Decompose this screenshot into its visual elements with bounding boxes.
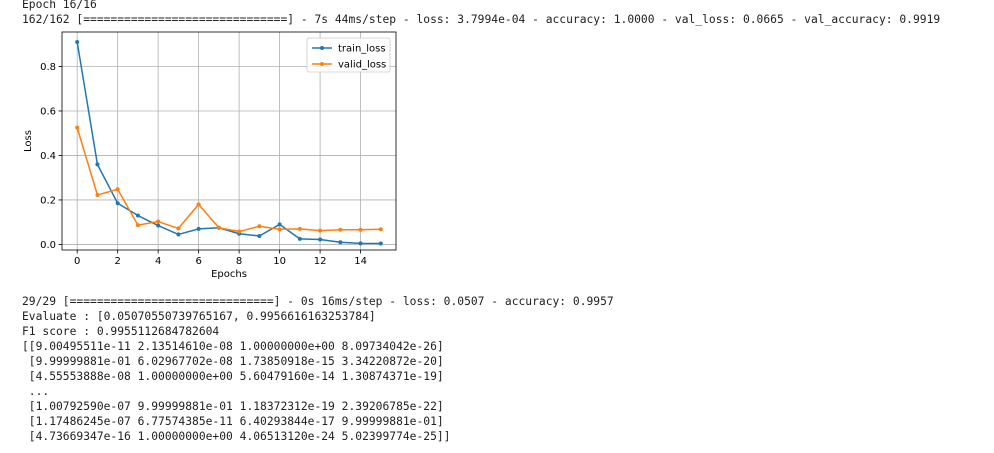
x-tick-label: 0 [74, 256, 80, 267]
x-tick-label: 12 [314, 256, 327, 267]
x-tick-label: 8 [236, 256, 242, 267]
data-point-valid_loss [135, 223, 140, 228]
prediction-matrix-ellipsis: ... [22, 385, 50, 398]
data-point-valid_loss [257, 224, 262, 229]
y-tick-label: 0.6 [40, 106, 56, 117]
legend-label: train_loss [338, 44, 386, 55]
x-tick-label: 10 [273, 256, 286, 267]
series-line-valid_loss [76, 127, 381, 233]
training-progress-line: 162/162 [==============================]… [22, 13, 941, 26]
prediction-matrix-row: [4.55553888e-08 1.00000000e+00 5.6047916… [22, 370, 444, 383]
data-point-train_loss [75, 40, 80, 45]
x-tick-label: 2 [114, 256, 120, 267]
series-line-train_loss [76, 41, 381, 245]
legend-swatch-marker [320, 62, 324, 66]
f1-score-line: F1 score : 0.9955112684782604 [22, 325, 220, 338]
plot-frame [61, 31, 397, 251]
x-axis-label: Epochs [211, 269, 247, 280]
data-point-train_loss [318, 237, 323, 242]
data-point-train_loss [378, 241, 383, 246]
prediction-matrix-row: [1.00792590e-07 9.99999881e-01 1.1837231… [22, 400, 444, 413]
data-point-valid_loss [176, 226, 181, 231]
legend-swatch-marker [320, 46, 324, 50]
y-tick-label: 0.2 [40, 195, 56, 206]
data-point-valid_loss [277, 227, 282, 232]
evaluate-line: Evaluate : [0.05070550739765167, 0.99566… [22, 310, 376, 323]
prediction-matrix-row: [[9.00495511e-11 2.13514610e-08 1.000000… [22, 340, 444, 353]
epoch-line: Epoch 16/16 [22, 0, 97, 11]
data-point-valid_loss [75, 125, 80, 130]
x-tick-label: 14 [354, 256, 367, 267]
data-point-train_loss [115, 201, 120, 206]
data-point-valid_loss [318, 228, 323, 233]
data-point-train_loss [297, 236, 302, 241]
y-tick-label: 0.8 [40, 62, 56, 73]
prediction-matrix-row: [1.17486245e-07 6.77574385e-11 6.4029384… [22, 415, 444, 428]
data-point-valid_loss [358, 227, 363, 232]
data-point-valid_loss [297, 226, 302, 231]
y-axis-label: Loss [23, 130, 34, 152]
data-point-valid_loss [378, 227, 383, 232]
y-tick-label: 0.4 [40, 151, 56, 162]
data-point-valid_loss [156, 219, 161, 224]
data-point-train_loss [135, 213, 140, 218]
data-point-valid_loss [95, 193, 100, 198]
y-tick-label: 0.0 [40, 240, 56, 251]
prediction-matrix-row: [4.73669347e-16 1.00000000e+00 4.0651312… [22, 430, 451, 443]
loss-chart: 0 2 4 6 8 10 12 14 0.0 0.2 0.4 0.6 0.8 Epochs Loss trai… [23, 31, 397, 280]
data-point-train_loss [358, 241, 363, 246]
data-point-train_loss [176, 232, 181, 237]
data-point-train_loss [338, 240, 343, 245]
data-point-valid_loss [115, 187, 120, 192]
data-point-train_loss [95, 162, 100, 167]
data-point-valid_loss [338, 227, 343, 232]
data-point-train_loss [156, 223, 161, 228]
data-point-train_loss [257, 233, 262, 238]
prediction-matrix-row: [9.99999881e-01 6.02967702e-08 1.7385091… [22, 355, 444, 368]
data-point-train_loss [196, 226, 201, 231]
x-tick-label: 4 [155, 256, 161, 267]
data-point-valid_loss [216, 225, 221, 230]
data-point-valid_loss [237, 229, 242, 234]
data-point-valid_loss [196, 202, 201, 207]
evaluation-progress-line: 29/29 [==============================] -… [22, 295, 614, 308]
x-tick-label: 6 [195, 256, 201, 267]
data-point-train_loss [277, 222, 282, 227]
legend-label: valid_loss [338, 60, 386, 71]
